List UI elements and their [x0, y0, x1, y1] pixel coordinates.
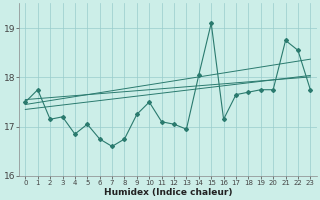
- X-axis label: Humidex (Indice chaleur): Humidex (Indice chaleur): [104, 188, 232, 197]
